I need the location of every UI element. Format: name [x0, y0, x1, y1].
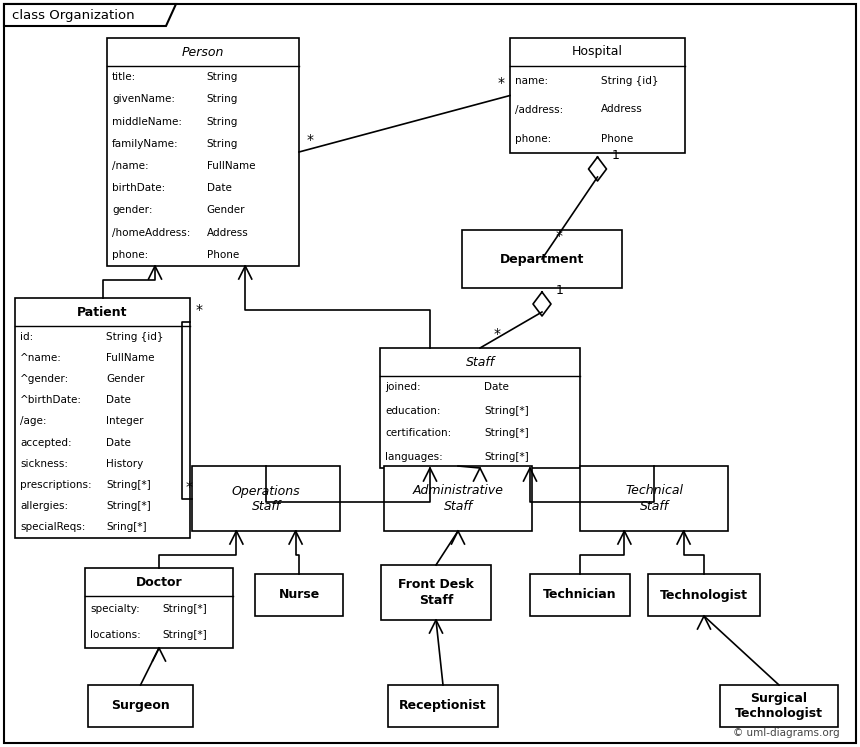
- Text: String: String: [207, 72, 238, 82]
- Text: Address: Address: [207, 228, 249, 238]
- Text: ^gender:: ^gender:: [20, 374, 70, 384]
- Text: allergies:: allergies:: [20, 501, 68, 511]
- Text: FullName: FullName: [106, 353, 155, 363]
- Text: joined:: joined:: [385, 382, 421, 392]
- Bar: [648, 574, 760, 616]
- Text: © uml-diagrams.org: © uml-diagrams.org: [734, 728, 840, 738]
- Text: *: *: [494, 327, 501, 341]
- Text: phone:: phone:: [515, 134, 551, 143]
- Text: familyName:: familyName:: [112, 139, 179, 149]
- Text: *: *: [556, 229, 563, 243]
- Text: givenName:: givenName:: [112, 94, 175, 105]
- Text: Patient: Patient: [77, 306, 128, 318]
- Bar: [381, 565, 491, 620]
- Bar: [88, 685, 193, 727]
- Text: 1: 1: [556, 284, 564, 297]
- Bar: [462, 230, 622, 288]
- Bar: [192, 466, 340, 531]
- Text: class Organization: class Organization: [12, 10, 135, 22]
- Bar: [380, 348, 580, 468]
- Text: accepted:: accepted:: [20, 438, 71, 447]
- Text: /age:: /age:: [20, 416, 46, 427]
- Text: Administrative
Staff: Administrative Staff: [413, 485, 503, 512]
- Text: Technical
Staff: Technical Staff: [625, 485, 683, 512]
- Text: /address:: /address:: [515, 105, 563, 114]
- Bar: [255, 574, 343, 616]
- Text: String[*]: String[*]: [106, 501, 150, 511]
- Bar: [388, 685, 498, 727]
- Text: Date: Date: [207, 183, 231, 193]
- Text: title:: title:: [112, 72, 136, 82]
- Text: Address: Address: [601, 105, 642, 114]
- Text: ^name:: ^name:: [20, 353, 62, 363]
- Bar: [530, 574, 630, 616]
- Text: String[*]: String[*]: [484, 429, 529, 438]
- Text: Date: Date: [484, 382, 509, 392]
- Text: birthDate:: birthDate:: [112, 183, 165, 193]
- Text: Operations
Staff: Operations Staff: [231, 485, 300, 512]
- Text: *: *: [498, 76, 505, 90]
- Text: locations:: locations:: [90, 630, 141, 640]
- Text: String: String: [207, 94, 238, 105]
- Text: Hospital: Hospital: [572, 46, 623, 58]
- Text: /homeAddress:: /homeAddress:: [112, 228, 190, 238]
- Text: languages:: languages:: [385, 451, 443, 462]
- Text: String: String: [207, 117, 238, 126]
- Text: String[*]: String[*]: [106, 480, 150, 490]
- Text: String[*]: String[*]: [484, 406, 529, 415]
- Text: Technologist: Technologist: [660, 589, 748, 601]
- Text: Nurse: Nurse: [279, 589, 320, 601]
- Text: certification:: certification:: [385, 429, 452, 438]
- Text: Phone: Phone: [601, 134, 633, 143]
- Text: prescriptions:: prescriptions:: [20, 480, 92, 490]
- Text: Gender: Gender: [106, 374, 144, 384]
- Text: Date: Date: [106, 438, 131, 447]
- Text: ^birthDate:: ^birthDate:: [20, 395, 82, 405]
- Text: specialReqs:: specialReqs:: [20, 522, 85, 533]
- Text: String {id}: String {id}: [106, 332, 163, 341]
- Text: name:: name:: [515, 75, 548, 85]
- Text: *: *: [307, 133, 314, 147]
- Text: Integer: Integer: [106, 416, 144, 427]
- Text: education:: education:: [385, 406, 440, 415]
- Text: Receptionist: Receptionist: [399, 699, 487, 713]
- Text: Doctor: Doctor: [136, 575, 182, 589]
- Text: Date: Date: [106, 395, 131, 405]
- Text: phone:: phone:: [112, 250, 148, 260]
- Text: String {id}: String {id}: [601, 75, 659, 85]
- Text: Staff: Staff: [465, 356, 494, 368]
- Text: Technician: Technician: [544, 589, 617, 601]
- Text: /name:: /name:: [112, 161, 149, 171]
- Text: String[*]: String[*]: [484, 451, 529, 462]
- Bar: [15, 298, 190, 538]
- Text: 1: 1: [611, 149, 619, 162]
- Bar: [580, 466, 728, 531]
- Text: Department: Department: [500, 252, 584, 265]
- Text: sickness:: sickness:: [20, 459, 68, 469]
- Text: middleName:: middleName:: [112, 117, 182, 126]
- Text: Person: Person: [181, 46, 224, 58]
- Text: Sring[*]: Sring[*]: [106, 522, 146, 533]
- Text: History: History: [106, 459, 144, 469]
- Text: String[*]: String[*]: [162, 630, 206, 640]
- Text: FullName: FullName: [207, 161, 255, 171]
- Text: id:: id:: [20, 332, 34, 341]
- Text: Front Desk
Staff: Front Desk Staff: [398, 578, 474, 607]
- Text: Surgeon: Surgeon: [111, 699, 170, 713]
- Bar: [384, 466, 532, 531]
- Bar: [85, 568, 233, 648]
- Text: *: *: [196, 303, 203, 317]
- Text: gender:: gender:: [112, 205, 152, 215]
- Text: *: *: [186, 480, 193, 494]
- Polygon shape: [4, 4, 176, 26]
- Text: Phone: Phone: [207, 250, 239, 260]
- Bar: [720, 685, 838, 727]
- Text: String: String: [207, 139, 238, 149]
- Text: String[*]: String[*]: [162, 604, 206, 614]
- Text: specialty:: specialty:: [90, 604, 139, 614]
- Bar: [107, 38, 299, 266]
- Text: Surgical
Technologist: Surgical Technologist: [735, 692, 823, 720]
- Text: Gender: Gender: [207, 205, 245, 215]
- Bar: [510, 38, 685, 153]
